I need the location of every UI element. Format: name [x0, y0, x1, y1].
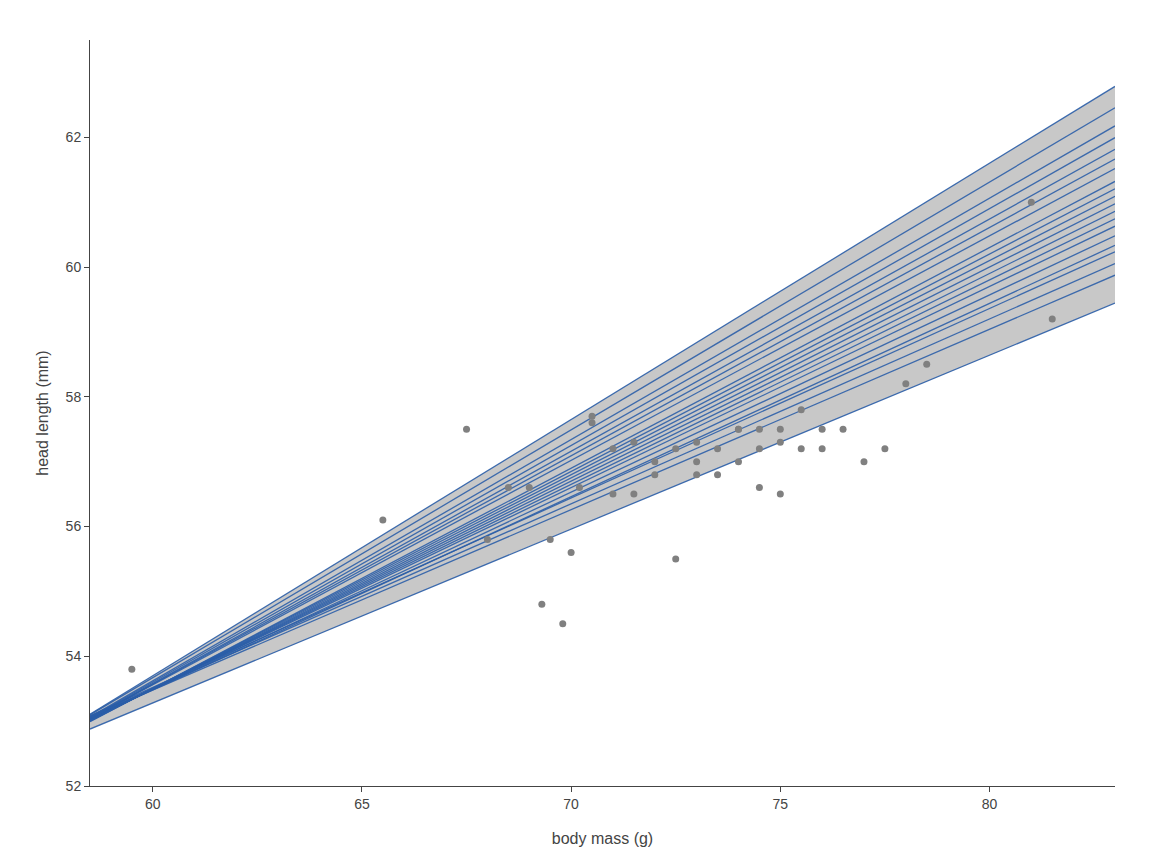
svg-text:70: 70: [563, 796, 579, 812]
svg-text:65: 65: [354, 796, 370, 812]
svg-text:62: 62: [66, 129, 82, 145]
svg-text:body mass (g): body mass (g): [552, 830, 653, 847]
svg-text:80: 80: [982, 796, 998, 812]
svg-text:60: 60: [145, 796, 161, 812]
svg-text:75: 75: [773, 796, 789, 812]
svg-text:52: 52: [66, 778, 82, 794]
svg-text:58: 58: [66, 389, 82, 405]
svg-text:head length (mm): head length (mm): [34, 350, 51, 475]
svg-text:54: 54: [66, 648, 82, 664]
svg-text:56: 56: [66, 518, 82, 534]
svg-text:60: 60: [66, 259, 82, 275]
